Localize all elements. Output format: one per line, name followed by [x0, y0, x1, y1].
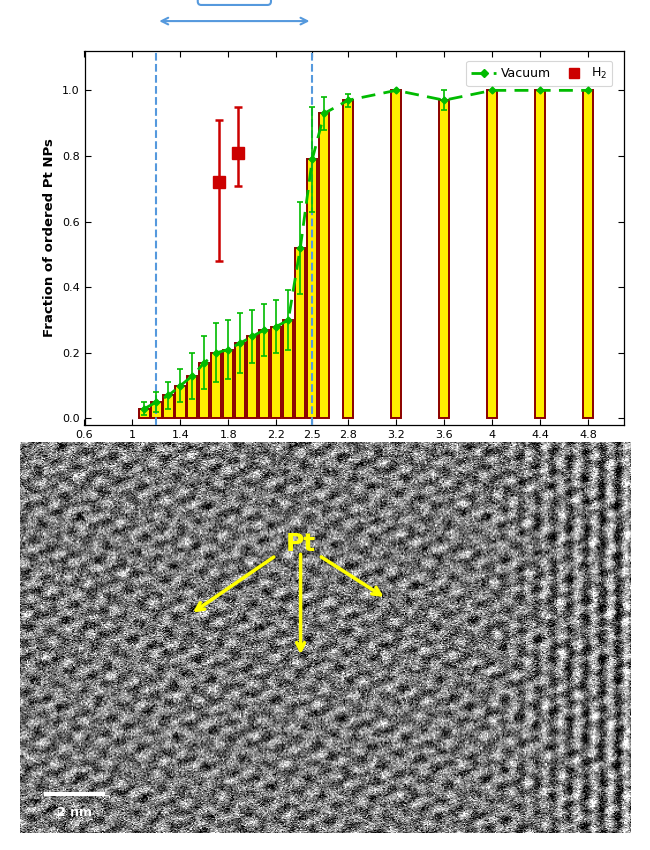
Bar	[307, 159, 317, 418]
Bar	[439, 100, 449, 418]
Bar	[139, 409, 150, 418]
Bar	[343, 100, 354, 418]
Bar	[187, 376, 198, 418]
Legend: Vacuum, H$_2$: Vacuum, H$_2$	[466, 61, 612, 86]
Bar	[487, 90, 497, 418]
Bar	[319, 113, 330, 418]
Text: Transition
Zone: Transition Zone	[202, 0, 267, 2]
Bar	[295, 248, 306, 418]
Y-axis label: Fraction of ordered Pt NPs: Fraction of ordered Pt NPs	[44, 139, 57, 337]
Bar	[200, 363, 209, 418]
Bar	[247, 337, 257, 418]
Bar	[163, 395, 174, 418]
Bar	[176, 386, 185, 418]
Bar	[223, 349, 233, 418]
Bar	[283, 320, 293, 418]
Bar	[259, 330, 270, 418]
Text: 2 nm: 2 nm	[57, 806, 92, 819]
Bar	[583, 90, 593, 418]
Bar	[151, 402, 162, 418]
X-axis label: Diameter (nm): Diameter (nm)	[292, 445, 417, 461]
Bar	[211, 353, 222, 418]
Bar	[271, 326, 281, 418]
Bar	[235, 343, 246, 418]
Bar	[391, 90, 401, 418]
Bar	[535, 90, 545, 418]
Text: Pt: Pt	[285, 531, 316, 556]
